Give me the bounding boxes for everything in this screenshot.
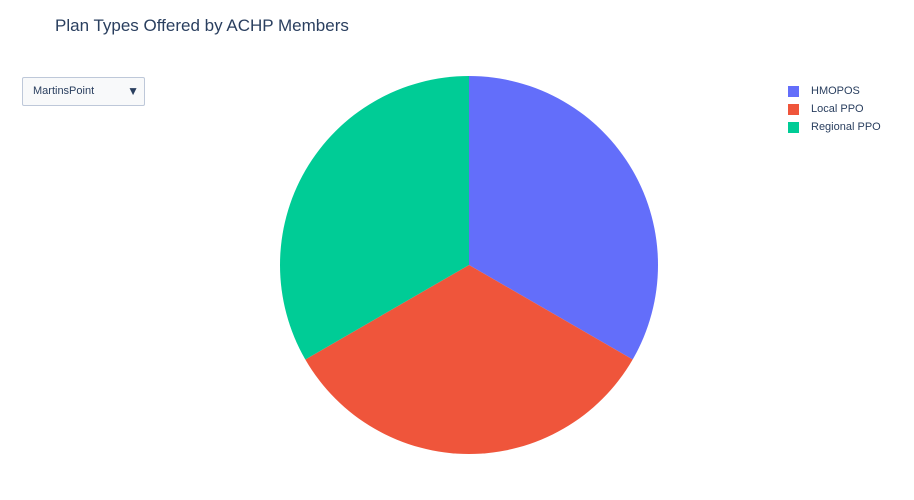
member-dropdown[interactable]: MartinsPoint ▼ <box>22 77 145 106</box>
pie-slice-hmopos[interactable] <box>469 76 658 360</box>
legend-label: Regional PPO <box>811 121 881 133</box>
pie-slice-regional-ppo[interactable] <box>279 76 469 360</box>
chart-title: Plan Types Offered by ACHP Members <box>55 16 349 35</box>
legend-item[interactable]: Local PPO <box>788 100 881 118</box>
pie-slice-local-ppo[interactable] <box>305 265 633 454</box>
legend: HMOPOS Local PPO Regional PPO <box>788 82 881 136</box>
dropdown-selected-value: MartinsPoint <box>33 85 95 97</box>
legend-item[interactable]: HMOPOS <box>788 82 881 100</box>
legend-item[interactable]: Regional PPO <box>788 118 881 136</box>
legend-swatch <box>788 121 799 133</box>
legend-swatch <box>788 103 799 115</box>
legend-swatch <box>788 85 799 97</box>
legend-label: HMOPOS <box>811 85 860 97</box>
legend-label: Local PPO <box>811 103 864 115</box>
triangle-down-icon: ▼ <box>127 84 139 98</box>
